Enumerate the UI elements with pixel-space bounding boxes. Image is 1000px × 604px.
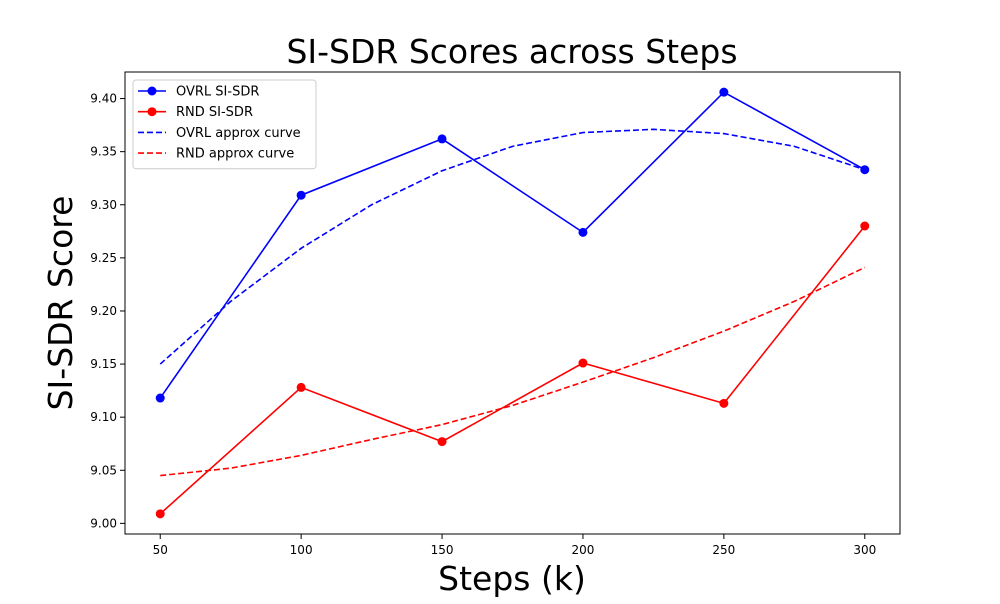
rnd-si-sdr-point xyxy=(155,509,165,519)
y-tick-label: 9.35 xyxy=(90,145,117,159)
y-tick-label: 9.20 xyxy=(90,304,117,318)
x-tick-label: 100 xyxy=(290,543,313,557)
ovrl-si-sdr-point xyxy=(155,393,165,403)
rnd-si-sdr-line xyxy=(159,225,866,515)
plot-frame xyxy=(124,71,901,535)
y-axis-label: SI-SDR Score xyxy=(41,196,80,411)
y-tick-label: 9.00 xyxy=(90,516,117,530)
x-tick-label: 300 xyxy=(853,543,876,557)
ovrl-si-sdr-point xyxy=(296,190,306,200)
ovrl-si-sdr-point xyxy=(437,134,447,144)
y-tick-label: 9.05 xyxy=(90,463,117,477)
y-tick-label: 9.15 xyxy=(90,357,117,371)
x-tick-label: 50 xyxy=(153,543,168,557)
x-tick-label: 250 xyxy=(712,543,735,557)
legend-label-rnd-approx-curve: RND approx curve xyxy=(176,147,294,162)
rnd-si-sdr-point xyxy=(296,382,306,392)
rnd-si-sdr-point xyxy=(578,358,588,368)
legend-label-ovrl-si-sdr: OVRL SI-SDR xyxy=(176,85,259,100)
y-tick-label: 9.30 xyxy=(90,198,117,212)
legend-marker-ovrl-si-sdr xyxy=(147,86,157,96)
ovrl-si-sdr-line xyxy=(159,91,866,399)
y-tick-label: 9.25 xyxy=(90,251,117,265)
rnd-si-sdr-point xyxy=(860,221,870,231)
rnd-si-sdr-point xyxy=(437,437,447,447)
legend-marker-rnd-si-sdr xyxy=(147,107,157,117)
legend: OVRL SI-SDR RND SI-SDR OVRL approx curve RN… xyxy=(132,79,317,170)
x-tick-label: 200 xyxy=(572,543,595,557)
ovrl-si-sdr-point xyxy=(719,87,729,97)
ovrl-approx-curve-line xyxy=(159,128,866,365)
rnd-approx-curve-line xyxy=(160,266,866,477)
ovrl-si-sdr-point xyxy=(578,227,588,237)
legend-label-ovrl-approx-curve: OVRL approx curve xyxy=(176,126,301,141)
chart-title: SI-SDR Scores across Steps xyxy=(286,32,737,71)
rnd-si-sdr-point xyxy=(719,398,729,408)
legend-box xyxy=(132,79,317,170)
y-tick-label: 9.10 xyxy=(90,410,117,424)
legend-label-rnd-si-sdr: RND SI-SDR xyxy=(176,105,253,120)
x-tick-label: 150 xyxy=(431,543,454,557)
x-axis-label: Steps (k) xyxy=(438,559,586,598)
y-tick-label: 9.40 xyxy=(90,92,117,106)
